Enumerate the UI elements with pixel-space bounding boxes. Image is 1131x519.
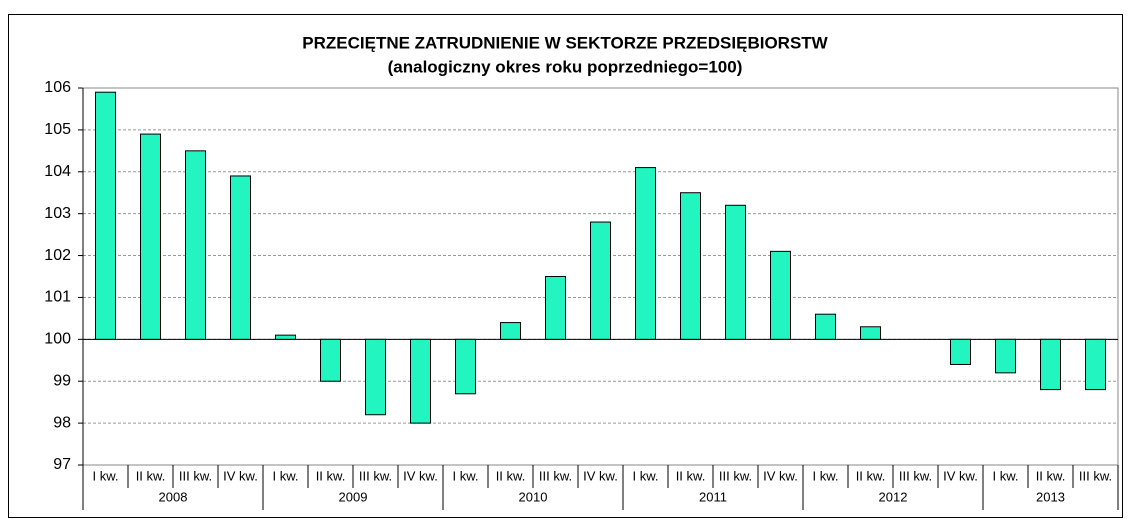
bar [140,133,161,340]
chart-title: PRZECIĘTNE ZATRUDNIENIE W SEKTORZE PRZED… [302,33,828,52]
x-tick-label: I kw. [632,468,658,483]
chart-frame [8,14,1123,518]
bar [725,204,746,340]
x-tick-label: I kw. [272,468,298,483]
y-tick-label: 105 [44,121,71,138]
x-tick-label: III kw. [899,468,932,483]
x-tick-label: I kw. [452,468,478,483]
y-tick-label: 103 [44,205,71,222]
bar [1085,338,1106,391]
x-tick-label: II kw. [676,468,706,483]
x-tick-label: III kw. [179,468,212,483]
x-tick-label: III kw. [1079,468,1112,483]
y-tick-label: 98 [53,414,71,431]
group-label: 2012 [879,489,908,504]
y-tick-label: 97 [53,456,71,473]
bar [365,338,386,416]
x-tick-label: IV kw. [943,468,978,483]
x-tick-label: III kw. [359,468,392,483]
x-tick-label: IV kw. [223,468,258,483]
x-tick-label: IV kw. [583,468,618,483]
x-tick-label: I kw. [92,468,118,483]
bar [410,338,431,424]
x-tick-label: III kw. [539,468,572,483]
bar [95,91,116,340]
x-tick-label: II kw. [496,468,526,483]
bar [995,338,1016,374]
bar [1040,338,1061,391]
y-tick-label: 101 [44,289,71,306]
bar [590,221,611,340]
x-tick-label: I kw. [812,468,838,483]
group-label: 2011 [699,489,727,504]
bar [275,334,296,340]
y-tick-label: 100 [44,331,71,348]
bar [455,338,476,395]
group-label: 2009 [339,489,368,504]
bar [815,313,836,340]
bar [950,338,971,365]
bar [770,250,791,340]
bar [500,322,521,340]
group-label: 2010 [519,489,548,504]
x-tick-label: III kw. [719,468,752,483]
y-tick-label: 99 [53,372,71,389]
x-tick-label: I kw. [992,468,1018,483]
x-tick-label: IV kw. [403,468,438,483]
x-tick-label: II kw. [856,468,886,483]
group-label: 2013 [1036,489,1065,504]
group-label: 2008 [159,489,188,504]
x-tick-label: II kw. [316,468,346,483]
y-tick-label: 102 [44,247,71,264]
x-tick-label: II kw. [1036,468,1066,483]
bar [185,150,206,340]
y-tick-label: 104 [44,163,71,180]
bar [635,167,656,340]
bar [860,326,881,340]
bar [680,192,701,340]
x-tick-label: II kw. [136,468,166,483]
bar [230,175,251,340]
bar [320,338,341,382]
chart-subtitle: (analogiczny okres roku poprzedniego=100… [388,57,743,76]
x-tick-label: IV kw. [763,468,798,483]
bar [545,276,566,340]
y-tick-label: 106 [44,79,71,96]
